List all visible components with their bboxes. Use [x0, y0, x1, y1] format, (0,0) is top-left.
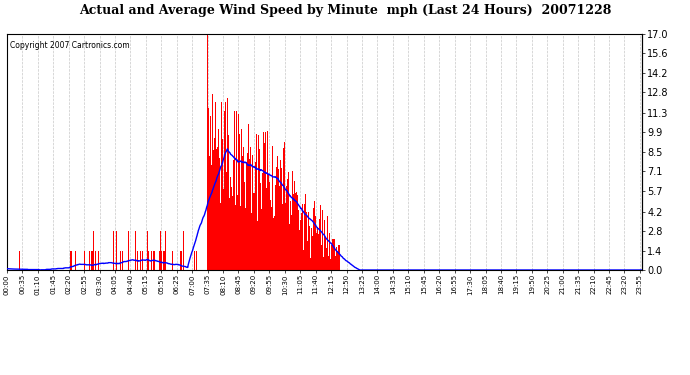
Text: Actual and Average Wind Speed by Minute  mph (Last 24 Hours)  20071228: Actual and Average Wind Speed by Minute …	[79, 4, 611, 17]
Text: Copyright 2007 Cartronics.com: Copyright 2007 Cartronics.com	[10, 41, 130, 50]
